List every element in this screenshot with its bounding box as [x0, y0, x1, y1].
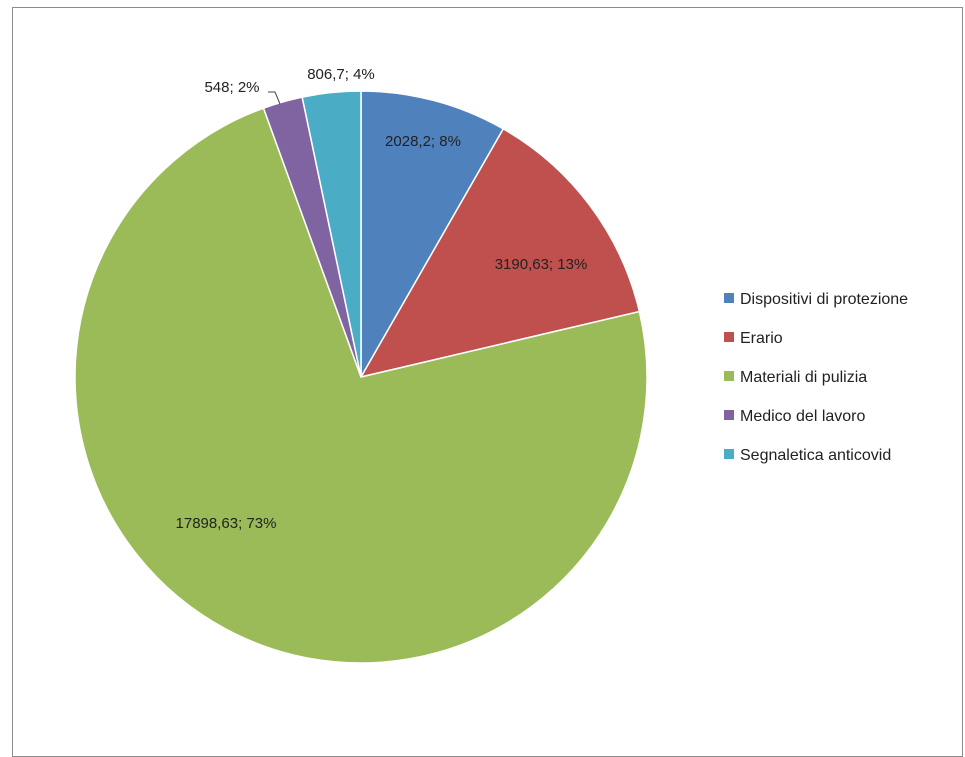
legend-label-1: Erario [740, 330, 783, 347]
legend-swatch-3 [724, 410, 734, 420]
data-label-4: 806,7; 4% [307, 66, 375, 83]
data-label-2: 17898,63; 73% [176, 515, 277, 532]
legend-label-0: Dispositivi di protezione [740, 291, 908, 308]
legend-swatch-0 [724, 293, 734, 303]
legend-swatch-2 [724, 371, 734, 381]
data-label-1: 3190,63; 13% [495, 256, 588, 273]
legend-swatch-4 [724, 449, 734, 459]
legend-label-4: Segnaletica anticovid [740, 447, 891, 464]
legend-swatch-1 [724, 332, 734, 342]
data-label-3: 548; 2% [204, 79, 259, 96]
legend-label-2: Materiali di pulizia [740, 369, 867, 386]
leader-line-3 [268, 92, 280, 104]
data-label-0: 2028,2; 8% [385, 133, 461, 150]
pie-slices [75, 91, 647, 663]
legend-label-3: Medico del lavoro [740, 408, 866, 425]
legend: Dispositivi di protezione Erario Materiali… [724, 291, 908, 464]
